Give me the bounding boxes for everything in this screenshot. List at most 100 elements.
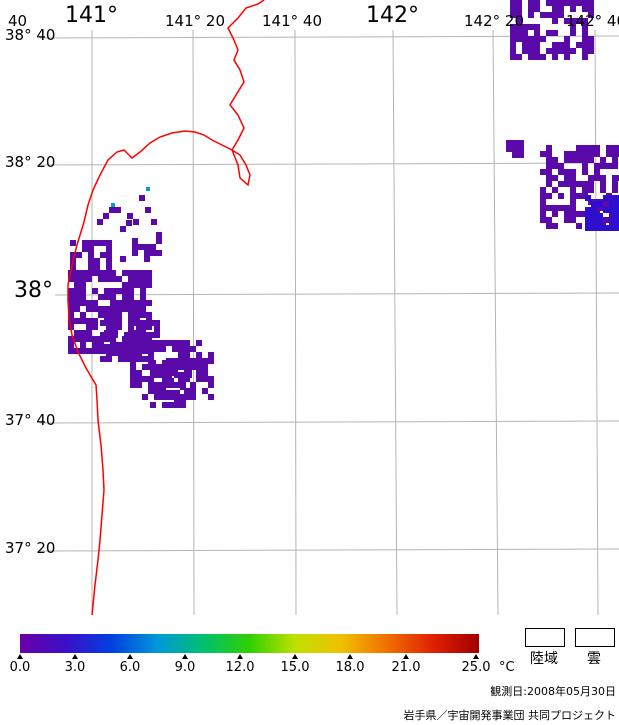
sst-pixel [582,145,588,151]
sst-pixel [609,225,615,231]
sst-pixel [540,205,546,211]
sst-pixel [576,211,582,217]
sst-pixel [172,382,178,388]
sst-pixel [86,318,92,324]
scale-tick-mark [347,654,353,659]
sst-pixel [609,207,615,213]
sst-pixel [174,402,180,408]
sst-pixel [148,388,154,394]
sst-pixel [145,207,151,213]
sst-pixel [162,372,168,378]
cloud-legend-label: 雲 [587,651,601,667]
sst-pixel [74,318,80,324]
sst-pixel [510,12,516,18]
sst-pixel [594,169,600,175]
sst-pixel [136,332,142,338]
sst-pixel [160,340,166,346]
sst-pixel [80,312,86,318]
sst-pixel [146,276,152,282]
sst-pixel [80,288,86,294]
lon-label-142-40: 142° 40 [566,12,619,30]
sst-pixel [124,350,130,356]
sst-pixel [140,306,146,312]
sst-pixel [588,0,594,6]
sst-pixel [196,358,202,364]
scale-tick-mark [72,654,78,659]
sst-pixel [144,256,150,262]
sst-pixel [522,24,528,30]
sst-pixel [104,306,110,312]
sst-pixel [516,0,522,6]
sst-pixel [80,276,86,282]
sst-pixel [564,211,570,217]
sst-pixel [98,270,104,276]
scale-tick-mark [17,654,23,659]
sst-pixel [86,300,92,306]
sst-pixel [570,181,576,187]
sst-pixel [97,219,103,225]
sst-pixel [128,282,134,288]
sst-pixel [600,181,606,187]
sst-pixel [615,213,619,219]
sst-pixel [80,318,86,324]
sst-pixel [208,376,214,382]
sst-pixel [546,48,552,54]
sst-pixel [588,181,594,187]
lon-label-142-20: 142° 20 [464,12,524,30]
sst-pixel [68,276,74,282]
sst-pixel [582,187,588,193]
sst-pixel [174,396,180,402]
sst-pixel [202,364,208,370]
sst-pixel [130,352,136,358]
sst-pixel [106,246,112,252]
sst-pixel [146,270,152,276]
lat-label-38: 38° [14,278,53,303]
sst-pixel [98,336,104,342]
sst-pixel [100,356,106,362]
sst-pixel [534,30,540,36]
graticule-line [39,420,619,424]
sst-pixel [184,388,190,394]
sst-pixel [140,276,146,282]
sst-pixel [178,364,184,370]
sst-pixel [603,195,609,201]
sst-pixel [88,258,94,264]
sst-pixel [133,219,139,225]
sst-pixel [546,175,552,181]
sst-pixel [116,288,122,294]
sst-pixel [588,187,594,193]
sst-pixel [202,370,208,376]
sst-pixel [166,370,172,376]
sst-pixel [576,145,582,151]
sst-pixel [142,394,148,400]
sst-pixel [552,42,558,48]
sst-pixel [76,252,82,258]
sst-pixel [104,312,110,318]
sst-pixel [180,396,186,402]
sst-pixel [196,370,202,376]
sst-pixel [148,376,154,382]
sst-pixel [98,348,104,354]
sst-pixel [186,372,192,378]
sst-pixel [68,294,74,300]
sst-pixel [570,199,576,205]
sst-pixel [591,207,597,213]
sst-pixel [597,225,603,231]
sst-pixel [100,252,106,258]
sst-pixel [172,340,178,346]
sst-pixel [82,240,88,246]
sst-pixel [94,264,100,270]
sst-pixel [110,312,116,318]
sst-pixel [150,360,156,366]
sst-pixel [510,36,516,42]
sst-pixel [570,48,576,54]
sst-pixel [162,378,168,384]
sst-pixel [150,244,156,250]
sst-pixel [74,336,80,342]
sst-pixel [522,36,528,42]
sst-pixel [156,250,162,256]
sst-pixel [597,219,603,225]
lon-label-141-20: 141° 20 [165,12,225,30]
sst-pixel [594,163,600,169]
sst-pixel [98,312,104,318]
